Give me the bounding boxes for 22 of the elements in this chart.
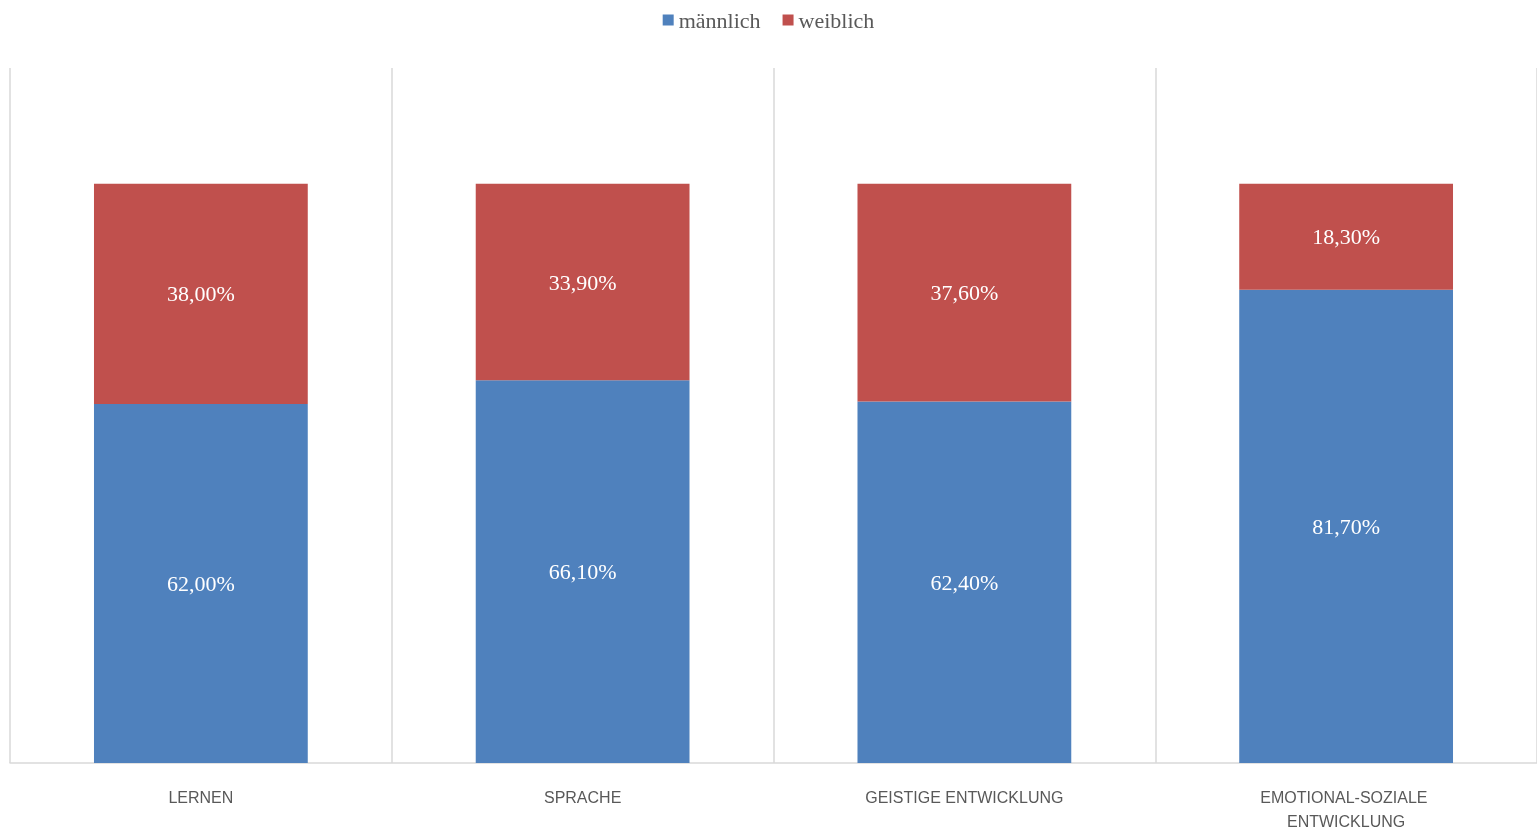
x-tick-label: LERNEN — [168, 788, 234, 806]
data-label: 66,10% — [548, 559, 617, 585]
bar — [93, 403, 308, 763]
bar — [1239, 183, 1454, 290]
data-label: 33,90% — [548, 269, 617, 295]
bar — [1239, 289, 1454, 763]
legend-label: männlich — [678, 7, 761, 33]
bar — [475, 380, 690, 763]
bar — [857, 401, 1072, 763]
data-label: 37,60% — [930, 280, 999, 306]
bar — [475, 183, 690, 381]
x-tick-label: EMOTIONAL-SOZIALE ENTWICKLUNG — [1260, 788, 1432, 830]
bar — [857, 183, 1072, 402]
data-label: 81,70% — [1312, 513, 1381, 539]
bar — [93, 183, 308, 404]
legend-label: weiblich — [798, 7, 875, 33]
data-label: 62,00% — [166, 570, 235, 596]
data-label: 18,30% — [1312, 224, 1381, 250]
x-tick-label: GEISTIGE ENTWICKLUNG — [865, 788, 1064, 806]
data-label: 62,40% — [930, 569, 999, 595]
x-tick-label: SPRACHE — [543, 788, 622, 806]
data-label: 38,00% — [166, 281, 235, 307]
